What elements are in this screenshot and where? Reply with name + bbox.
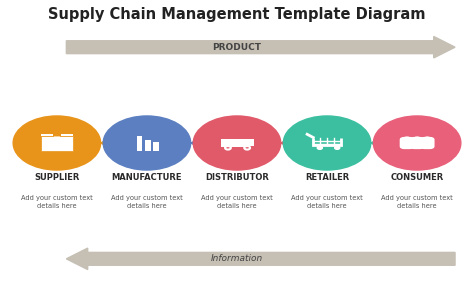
Text: Add your custom text
details here: Add your custom text details here (381, 195, 453, 209)
Text: CONSUMER: CONSUMER (391, 173, 444, 182)
Text: Add your custom text
details here: Add your custom text details here (291, 195, 363, 209)
Circle shape (317, 146, 322, 149)
Circle shape (244, 146, 250, 150)
FancyBboxPatch shape (54, 136, 60, 151)
Polygon shape (66, 248, 455, 269)
Ellipse shape (374, 116, 461, 170)
FancyBboxPatch shape (145, 140, 151, 151)
Text: Add your custom text
details here: Add your custom text details here (201, 195, 273, 209)
FancyBboxPatch shape (137, 136, 142, 151)
Polygon shape (41, 134, 53, 136)
Text: Supply Chain Management Template Diagram: Supply Chain Management Template Diagram (48, 7, 426, 22)
FancyBboxPatch shape (420, 137, 435, 149)
Polygon shape (61, 134, 73, 136)
Text: Add your custom text
details here: Add your custom text details here (111, 195, 183, 209)
Ellipse shape (193, 116, 281, 170)
FancyBboxPatch shape (244, 139, 255, 146)
Circle shape (335, 146, 340, 149)
FancyBboxPatch shape (400, 137, 414, 149)
Ellipse shape (283, 116, 371, 170)
Text: DISTRIBUTOR: DISTRIBUTOR (205, 173, 269, 182)
FancyBboxPatch shape (154, 142, 159, 151)
Circle shape (413, 136, 421, 141)
Text: Add your custom text
details here: Add your custom text details here (21, 195, 93, 209)
Text: SUPPLIER: SUPPLIER (34, 173, 80, 182)
Circle shape (403, 136, 410, 141)
FancyBboxPatch shape (41, 136, 73, 151)
Text: Information: Information (211, 254, 263, 263)
FancyBboxPatch shape (221, 139, 244, 147)
Text: MANUFACTURE: MANUFACTURE (112, 173, 182, 182)
Circle shape (225, 146, 231, 150)
Text: PRODUCT: PRODUCT (212, 43, 262, 52)
Polygon shape (66, 37, 455, 58)
Ellipse shape (103, 116, 191, 170)
FancyBboxPatch shape (410, 137, 424, 149)
Text: RETAILER: RETAILER (305, 173, 349, 182)
Circle shape (424, 136, 431, 141)
Ellipse shape (13, 116, 100, 170)
